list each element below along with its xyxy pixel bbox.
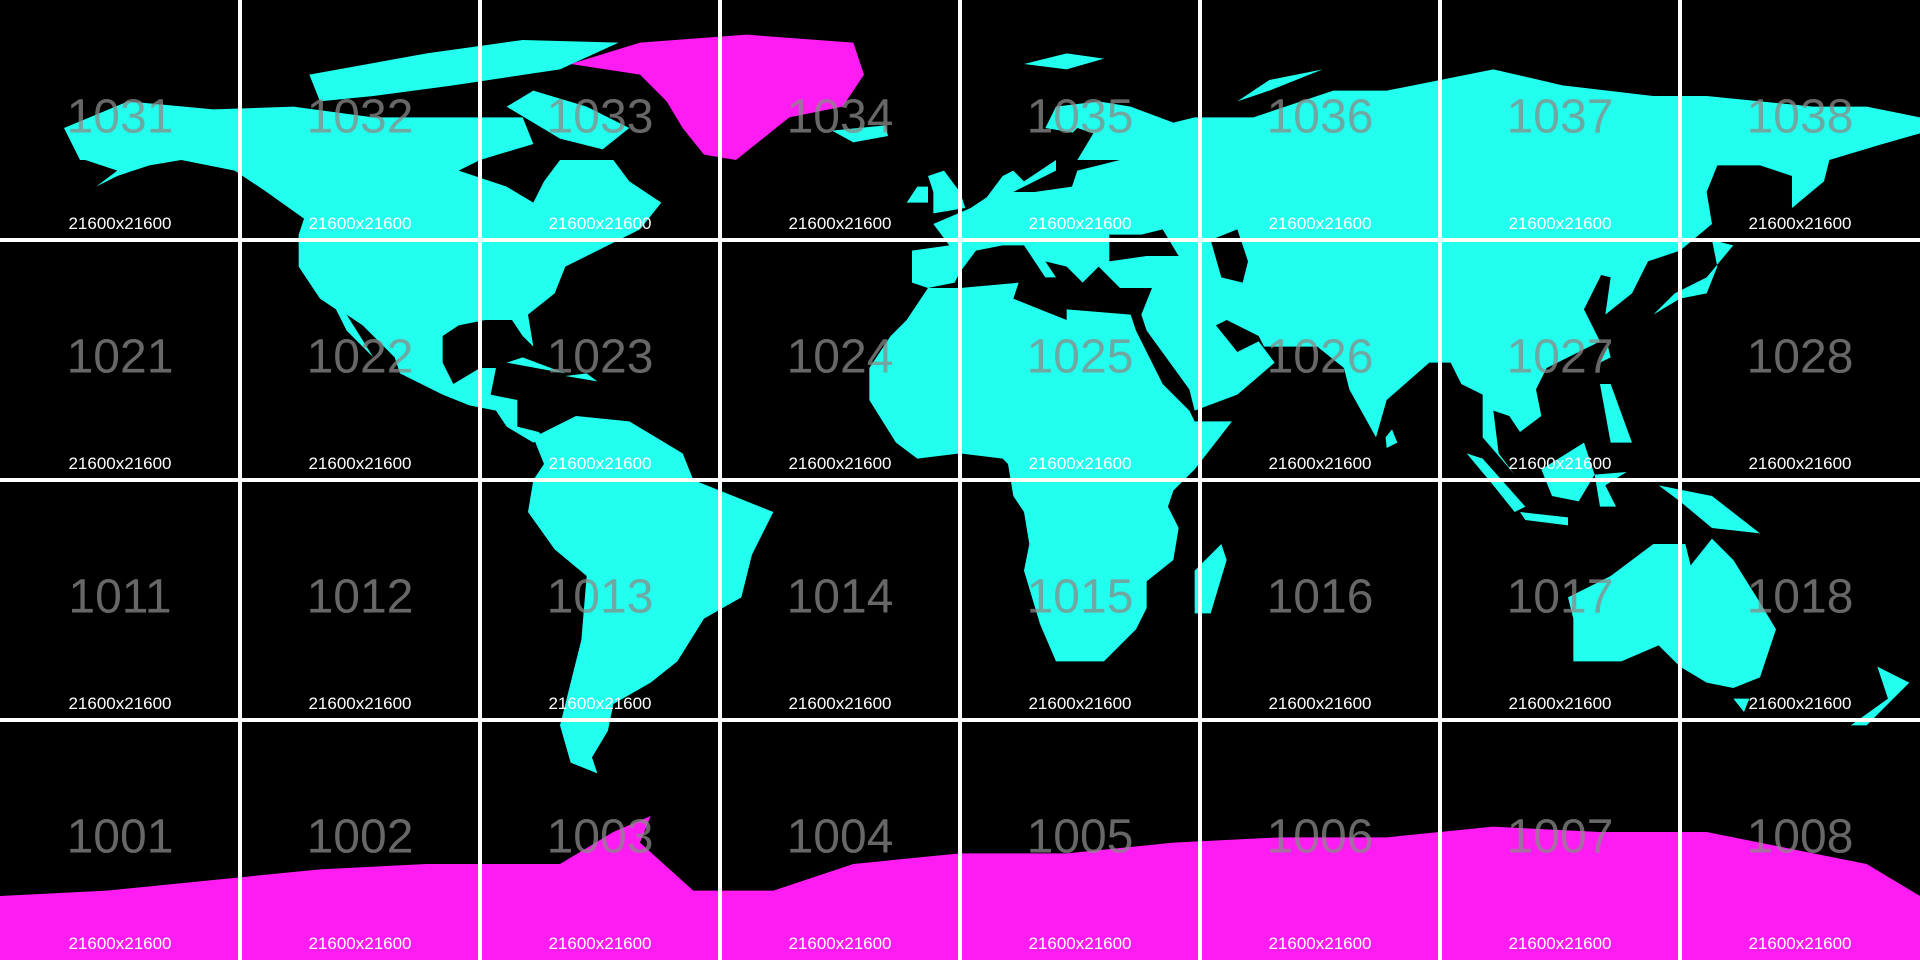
tile-id: 1031 [67,91,174,144]
tile-id: 1033 [547,91,654,144]
tile-size: 21600x21600 [1748,934,1851,953]
tile-size: 21600x21600 [1748,454,1851,473]
tile-id: 1037 [1507,91,1614,144]
land [1023,53,1104,70]
tile-id: 1011 [68,571,171,624]
tile-size: 21600x21600 [548,454,651,473]
tile-size: 21600x21600 [788,454,891,473]
tile-id: 1003 [547,811,654,864]
tile-size: 21600x21600 [1268,454,1371,473]
tile-id: 1014 [787,571,894,624]
tile-size: 21600x21600 [1268,214,1371,233]
tile-size: 21600x21600 [1028,454,1131,473]
sea [1109,229,1179,262]
land [1733,698,1750,712]
tile-id: 1038 [1747,91,1854,144]
land [928,170,966,214]
tile-id: 1026 [1267,331,1374,384]
land [1658,485,1760,534]
tile-size: 21600x21600 [308,694,411,713]
tile-id: 1024 [787,331,894,384]
tile-size: 21600x21600 [788,934,891,953]
land [1194,543,1227,614]
sea [1210,229,1248,283]
tile-id: 1025 [1027,331,1134,384]
tile-size: 21600x21600 [68,214,171,233]
tile-size: 21600x21600 [68,934,171,953]
tile-id: 1017 [1507,571,1614,624]
land [912,69,1920,475]
tile-size: 21600x21600 [1028,214,1131,233]
ice [570,34,865,161]
tile-id: 1016 [1267,571,1374,624]
tile-id: 1015 [1027,571,1134,624]
tile-size: 21600x21600 [308,934,411,953]
land [1599,384,1632,443]
sea [1013,128,1120,193]
land [309,40,619,102]
tile-id: 1013 [547,571,654,624]
tile-size: 21600x21600 [788,694,891,713]
tile-id: 1006 [1267,811,1374,864]
tile-id: 1001 [67,811,174,864]
tile-size: 21600x21600 [1508,454,1611,473]
tile-size: 21600x21600 [68,454,171,473]
land [1599,346,1611,363]
land [1385,429,1398,449]
land [64,101,662,443]
tile-id: 1018 [1747,571,1854,624]
tile-id: 1004 [787,811,894,864]
land [1466,453,1526,512]
tile-id: 1002 [307,811,414,864]
tile-size: 21600x21600 [68,694,171,713]
tile-size: 21600x21600 [308,214,411,233]
tile-size: 21600x21600 [548,694,651,713]
land [832,125,889,143]
tile-id: 1008 [1747,811,1854,864]
land [1653,240,1734,315]
tile-id: 1034 [787,91,894,144]
tile-size: 21600x21600 [548,214,651,233]
land [506,357,566,374]
land [1567,538,1776,688]
tile-size: 21600x21600 [1268,694,1371,713]
tile-size: 21600x21600 [788,214,891,233]
tile-size: 21600x21600 [548,934,651,953]
tile-size: 21600x21600 [1508,934,1611,953]
tile-id: 1028 [1747,331,1854,384]
tile-size: 21600x21600 [1028,694,1131,713]
tile-size: 21600x21600 [1748,214,1851,233]
tile-labels: 1031 21600x21600 1032 21600x21600 1033 21600x… [67,91,1854,953]
land [528,416,774,774]
tile-size: 21600x21600 [1748,694,1851,713]
tile-size: 21600x21600 [1508,694,1611,713]
tile-id: 1021 [67,331,174,384]
tile-size: 21600x21600 [308,454,411,473]
land [565,373,598,382]
tile-size: 21600x21600 [1028,934,1131,953]
land [1850,666,1910,726]
tile-size: 21600x21600 [1268,934,1371,953]
tile-id: 1005 [1027,811,1134,864]
tile-id: 1007 [1507,811,1614,864]
tile-id: 1027 [1507,331,1614,384]
tile-id: 1023 [547,331,654,384]
land [1519,511,1568,526]
land [1541,442,1595,502]
land [1237,69,1323,102]
tile-size: 21600x21600 [1508,214,1611,233]
tile-id: 1036 [1267,91,1374,144]
tile-id: 1022 [307,331,414,384]
tile-id: 1035 [1027,91,1134,144]
land [906,186,929,203]
tile-id: 1032 [307,91,414,144]
land [506,90,630,150]
tile-id: 1012 [307,571,414,624]
